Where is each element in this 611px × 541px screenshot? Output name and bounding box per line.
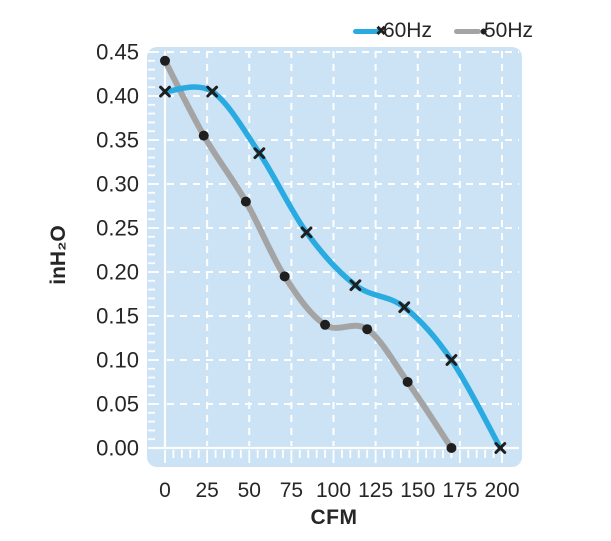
legend-line-swatch-50hz: ● (453, 23, 488, 37)
axis-lines (150, 51, 519, 450)
svg-text:150: 150 (400, 479, 435, 502)
legend-label-60hz: 60Hz (382, 19, 432, 42)
svg-text:0.40: 0.40 (96, 84, 139, 109)
x-marker (300, 226, 313, 239)
series-markers-50hz (160, 55, 457, 453)
svg-text:100: 100 (316, 479, 351, 502)
x-marker-icon: ✖ (375, 22, 387, 39)
svg-text:0.10: 0.10 (96, 348, 139, 373)
x-marker (349, 279, 362, 292)
chart-legend: ✖ 60Hz ● 50Hz (352, 19, 533, 43)
circle-marker (446, 443, 457, 453)
legend-item-60hz: ✖ 60Hz (352, 19, 432, 43)
x-marker (206, 85, 219, 98)
svg-text:0.45: 0.45 (96, 40, 139, 65)
circle-marker (320, 319, 331, 330)
svg-text:50: 50 (238, 479, 261, 502)
minor-tick-rulers (148, 51, 503, 463)
svg-text:0.30: 0.30 (96, 172, 139, 197)
svg-text:200: 200 (484, 479, 519, 502)
svg-text:125: 125 (358, 479, 393, 502)
svg-text:75: 75 (280, 479, 303, 502)
plot-area (147, 47, 522, 467)
x-marker (494, 442, 507, 454)
svg-text:175: 175 (442, 479, 477, 502)
svg-text:0.15: 0.15 (96, 304, 139, 329)
x-axis-title: CFM (310, 506, 358, 529)
svg-text:0.25: 0.25 (96, 216, 139, 241)
svg-text:0.05: 0.05 (96, 392, 139, 417)
svg-text:0.35: 0.35 (96, 128, 139, 153)
x-axis-tick-labels: 0 25 50 75 100 125 150 175 200 (159, 479, 519, 502)
circle-marker (198, 130, 209, 141)
x-marker (159, 85, 171, 98)
x-marker (253, 147, 266, 160)
gridlines (167, 51, 519, 446)
legend-line-swatch-60hz: ✖ (352, 23, 387, 37)
circle-marker (279, 271, 290, 282)
legend-label-50hz: 50Hz (483, 19, 533, 42)
x-marker (398, 301, 411, 314)
circle-marker-icon: ● (479, 22, 488, 39)
svg-text:0.20: 0.20 (96, 260, 139, 285)
circle-marker (240, 196, 251, 207)
circle-marker (402, 377, 413, 387)
svg-text:0: 0 (159, 479, 171, 502)
series-markers-60hz (159, 85, 507, 454)
svg-text:0.00: 0.00 (96, 436, 139, 461)
y-axis-tick-labels: 0.00 0.05 0.10 0.15 0.20 0.25 0.30 0.35 0.40 0.45 (96, 40, 139, 461)
y-axis-title: inH₂O (47, 225, 70, 285)
x-marker (445, 354, 458, 366)
svg-text:25: 25 (195, 479, 218, 502)
circle-marker (160, 55, 170, 66)
legend-item-50hz: ● 50Hz (453, 19, 533, 43)
circle-marker (362, 324, 373, 335)
